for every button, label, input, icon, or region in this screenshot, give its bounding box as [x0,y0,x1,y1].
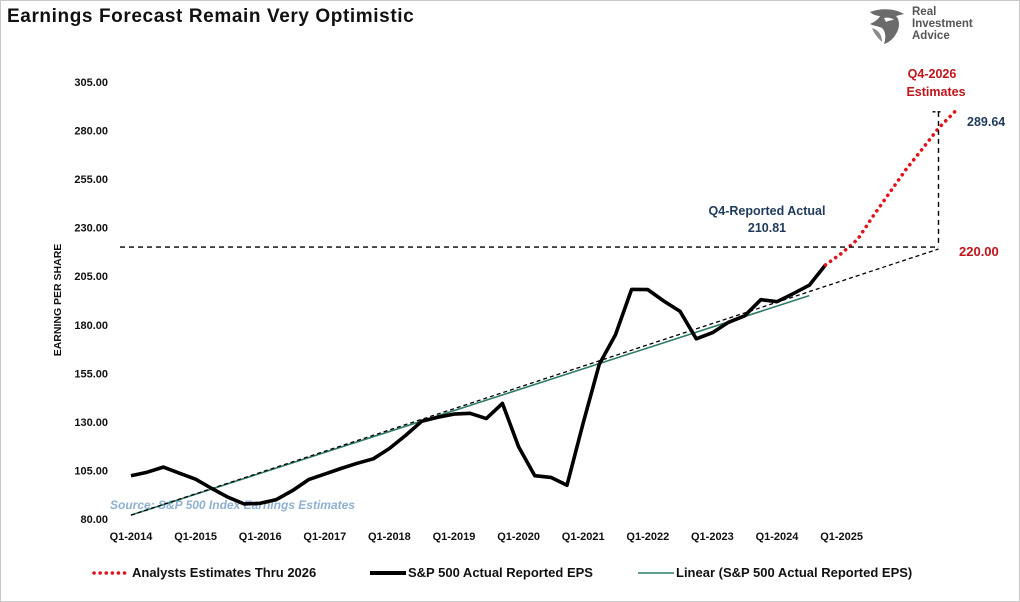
x-tick-label: Q1-2017 [303,531,346,543]
x-tick-label: Q1-2025 [820,531,863,543]
x-tick-label: Q1-2016 [239,531,282,543]
legend-item-linear: Linear (S&P 500 Actual Reported EPS) [636,565,912,580]
y-tick-label: 230.00 [74,223,108,235]
y-tick-label: 205.00 [74,271,108,283]
x-tick-label: Q1-2020 [497,531,540,543]
estimate-label-text: Estimates [906,85,965,99]
y-axis-label: EARNING PER SHARE [52,244,64,357]
legend-swatch-dotted [92,570,132,575]
chart-title: Earnings Forecast Remain Very Optimistic [7,6,415,27]
actual-eps-line [130,263,827,506]
eagle-head-icon [870,9,904,44]
y-tick-label: 80.00 [80,514,108,526]
x-tick-label: Q1-2015 [174,531,217,543]
estimates-dotted-line [823,110,957,267]
logo-line-2: Investment [912,18,973,30]
reported-value: 210.81 [748,221,786,235]
logo: Real Investment Advice [866,6,1016,46]
x-tick-label: Q1-2019 [433,531,476,543]
x-tick-label: Q1-2014 [110,531,154,543]
x-tick-label: Q1-2023 [691,531,734,543]
legend-label-linear: Linear (S&P 500 Actual Reported EPS) [676,565,913,580]
x-tick-label: Q1-2024 [756,531,800,543]
legend-swatch-solid [370,570,406,575]
y-tick-label: 155.00 [74,368,108,380]
x-tick-label: Q1-2022 [626,531,669,543]
logo-line-1: Real [912,6,937,18]
y-tick-label: 180.00 [74,320,108,332]
x-tick-label: Q1-2021 [562,531,605,543]
logo-text: Real Investment Advice [912,6,973,42]
level-value-label: 220.00 [959,244,999,259]
legend-item-actual: S&P 500 Actual Reported EPS [368,565,593,580]
y-tick-label: 305.00 [74,77,108,89]
y-tick-label: 280.00 [74,126,108,138]
y-tick-label: 255.00 [74,174,108,186]
reference-lines [120,111,943,516]
y-tick-label: 105.00 [74,465,108,477]
eps-line-chart: 305.00 280.00 255.00 230.00 205.00 180.00 155.… [52,67,1005,543]
legend-item-estimates: Analysts Estimates Thru 2026 [92,565,316,580]
legend-label-estimates: Analysts Estimates Thru 2026 [132,565,317,580]
trend-extension-line [130,248,939,516]
end-value-label: 289.64 [967,115,1005,129]
linear-trend-line [130,294,810,516]
series-lines [130,110,957,516]
legend-swatch-linear [638,571,674,574]
legend: Analysts Estimates Thru 2026 S&P 500 Act… [88,565,988,589]
y-axis: 305.00 280.00 255.00 230.00 205.00 180.00 155.… [74,77,108,526]
logo-line-3: Advice [912,30,950,42]
y-tick-label: 130.00 [74,417,108,429]
legend-label-actual: S&P 500 Actual Reported EPS [408,565,593,580]
reported-label: Q4-Reported Actual [709,204,826,218]
x-tick-label: Q1-2018 [368,531,411,543]
x-axis: Q1-2014 Q1-2015 Q1-2016 Q1-2017 Q1-2018 Q1-20… [110,531,863,543]
estimate-label-year: Q4-2026 [908,67,957,81]
